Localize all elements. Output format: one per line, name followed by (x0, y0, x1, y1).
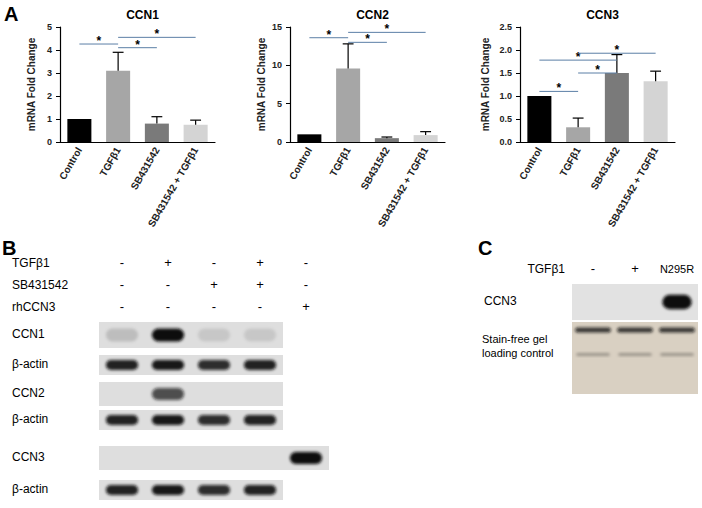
svg-text:0.0: 0.0 (499, 137, 512, 147)
svg-text:5: 5 (277, 99, 282, 109)
svg-text:SB431542 + TGFβ1: SB431542 + TGFβ1 (376, 145, 431, 229)
svg-text:SB431542: SB431542 (129, 145, 162, 192)
svg-text:CCN3: CCN3 (12, 450, 45, 464)
svg-text:SB431542: SB431542 (12, 278, 68, 292)
svg-text:CCN1: CCN1 (126, 8, 159, 22)
svg-text:*: * (615, 43, 620, 57)
svg-text:SB431542 + TGFβ1: SB431542 + TGFβ1 (606, 145, 661, 229)
svg-text:2: 2 (47, 91, 52, 101)
svg-text:SB431542: SB431542 (589, 145, 622, 192)
svg-text:SB431542 + TGFβ1: SB431542 + TGFβ1 (146, 145, 201, 229)
svg-text:+: + (164, 255, 172, 270)
svg-text:0.5: 0.5 (499, 114, 512, 124)
svg-text:mRNA Fold Change: mRNA Fold Change (256, 37, 267, 131)
svg-text:TGFβ1: TGFβ1 (98, 145, 124, 178)
svg-text:*: * (365, 32, 370, 46)
svg-text:TGFβ1: TGFβ1 (328, 145, 354, 178)
svg-text:*: * (595, 63, 600, 77)
svg-text:β-actin: β-actin (12, 357, 48, 371)
svg-text:3: 3 (47, 68, 52, 78)
svg-text:mRNA Fold Change: mRNA Fold Change (26, 37, 37, 131)
svg-text:Control: Control (287, 145, 314, 181)
svg-text:β-actin: β-actin (12, 482, 48, 496)
svg-text:15: 15 (272, 22, 282, 32)
svg-text:-: - (304, 277, 308, 292)
svg-text:Control: Control (57, 145, 84, 181)
svg-text:*: * (556, 81, 561, 95)
svg-text:0: 0 (277, 137, 282, 147)
svg-text:-: - (166, 277, 170, 292)
svg-text:0: 0 (47, 137, 52, 147)
svg-text:*: * (385, 22, 390, 36)
svg-text:5: 5 (47, 22, 52, 32)
svg-text:-: - (591, 261, 595, 276)
svg-text:2.0: 2.0 (499, 45, 512, 55)
svg-text:CCN2: CCN2 (356, 8, 389, 22)
svg-text:B: B (2, 237, 16, 259)
svg-text:TGFβ1: TGFβ1 (527, 262, 565, 276)
svg-text:CCN1: CCN1 (12, 327, 45, 341)
svg-text:A: A (4, 3, 18, 25)
svg-text:10: 10 (272, 60, 282, 70)
svg-text:Control: Control (517, 145, 544, 181)
svg-text:*: * (155, 27, 160, 41)
svg-text:CCN3: CCN3 (484, 294, 517, 308)
svg-text:mRNA Fold Change: mRNA Fold Change (480, 37, 491, 131)
svg-text:*: * (135, 38, 140, 52)
svg-text:2.5: 2.5 (499, 22, 512, 32)
svg-text:CCN3: CCN3 (586, 8, 619, 22)
svg-text:C: C (478, 237, 492, 259)
svg-text:*: * (96, 34, 101, 48)
svg-text:*: * (576, 50, 581, 64)
svg-text:-: - (166, 299, 170, 314)
svg-text:-: - (212, 299, 216, 314)
svg-text:CCN2: CCN2 (12, 386, 45, 400)
svg-text:*: * (326, 28, 331, 42)
svg-text:TGFβ1: TGFβ1 (12, 256, 50, 270)
svg-text:+: + (210, 277, 218, 292)
svg-text:-: - (304, 255, 308, 270)
svg-text:rhCCN3: rhCCN3 (12, 300, 56, 314)
svg-text:SB431542: SB431542 (359, 145, 392, 192)
svg-text:-: - (258, 299, 262, 314)
svg-text:4: 4 (47, 45, 52, 55)
html-text:Stain-free gel loading control: Stain-free gel loading control (482, 333, 554, 359)
svg-text:-: - (120, 277, 124, 292)
svg-text:β-actin: β-actin (12, 412, 48, 426)
svg-text:+: + (256, 277, 264, 292)
svg-text:-: - (120, 255, 124, 270)
svg-text:1.0: 1.0 (499, 91, 512, 101)
svg-text:+: + (302, 299, 310, 314)
svg-text:1: 1 (47, 114, 52, 124)
svg-text:+: + (631, 261, 639, 276)
svg-text:-: - (120, 299, 124, 314)
svg-text:1.5: 1.5 (499, 68, 512, 78)
svg-text:+: + (256, 255, 264, 270)
svg-text:-: - (212, 255, 216, 270)
svg-text:N295R: N295R (660, 263, 694, 275)
svg-text:TGFβ1: TGFβ1 (558, 145, 584, 178)
